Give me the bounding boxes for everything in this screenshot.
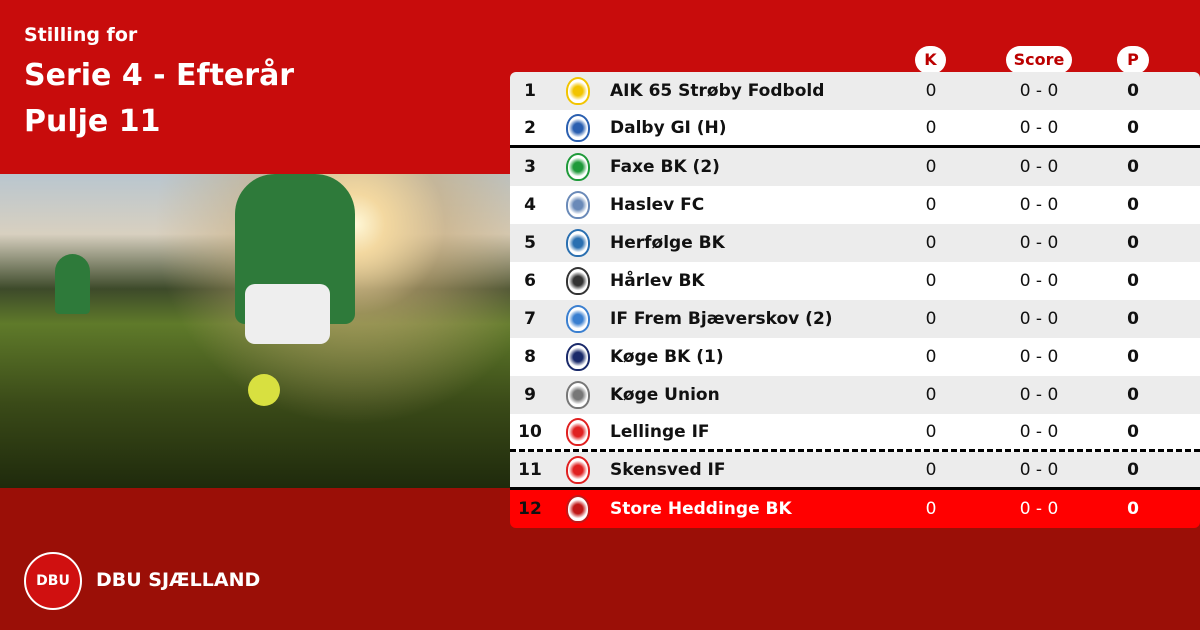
score: 0 - 0 <box>1019 459 1059 480</box>
points: 0 <box>1127 421 1139 442</box>
team-logo-icon <box>566 113 590 142</box>
team-name: AIK 65 Strøby Fodbold <box>610 81 825 101</box>
table-row[interactable]: 5 Herfølge BK 0 0 - 0 0 <box>510 224 1200 262</box>
table-row[interactable]: 7 IF Frem Bjæverskov (2) 0 0 - 0 0 <box>510 300 1200 338</box>
team-name: Dalby GI (H) <box>610 117 727 138</box>
table-row[interactable]: 2 Dalby GI (H) 0 0 - 0 0 <box>510 110 1200 148</box>
matches: 0 <box>925 81 937 101</box>
team-name: Faxe BK (2) <box>610 157 720 177</box>
column-header-k: K <box>915 46 946 74</box>
pool-title: Pulje 11 <box>24 104 161 139</box>
team-logo-icon <box>566 77 590 105</box>
team-name: Køge Union <box>610 385 720 405</box>
table-row[interactable]: 8 Køge BK (1) 0 0 - 0 0 <box>510 338 1200 376</box>
page-title: Serie 4 - Efterår <box>24 58 295 93</box>
table-row[interactable]: 9 Køge Union 0 0 - 0 0 <box>510 376 1200 414</box>
score: 0 - 0 <box>1019 271 1059 291</box>
team-logo-icon <box>566 455 590 484</box>
points: 0 <box>1127 309 1139 329</box>
score: 0 - 0 <box>1019 385 1059 405</box>
team-logo-icon <box>566 343 590 371</box>
team-name: Skensved IF <box>610 459 726 480</box>
team-name: Lellinge IF <box>610 421 710 442</box>
position: 2 <box>524 117 536 138</box>
points: 0 <box>1127 117 1139 138</box>
table-row[interactable]: 6 Hårlev BK 0 0 - 0 0 <box>510 262 1200 300</box>
football-photo <box>0 174 510 488</box>
points: 0 <box>1127 157 1139 177</box>
team-logo-icon <box>566 417 590 446</box>
team-name: IF Frem Bjæverskov (2) <box>610 309 833 329</box>
column-header-score: Score <box>1006 46 1072 74</box>
score: 0 - 0 <box>1019 117 1059 138</box>
table-row[interactable]: 4 Haslev FC 0 0 - 0 0 <box>510 186 1200 224</box>
team-logo-icon <box>566 495 590 523</box>
matches: 0 <box>925 309 937 329</box>
position: 3 <box>524 157 536 177</box>
position: 11 <box>518 459 542 480</box>
position: 12 <box>518 499 542 519</box>
team-name: Hårlev BK <box>610 271 705 291</box>
team-logo-icon <box>566 153 590 181</box>
matches: 0 <box>925 421 937 442</box>
position: 10 <box>518 421 542 442</box>
points: 0 <box>1127 233 1139 253</box>
matches: 0 <box>925 233 937 253</box>
position: 9 <box>524 385 536 405</box>
points: 0 <box>1127 385 1139 405</box>
table-row[interactable]: 1 AIK 65 Strøby Fodbold 0 0 - 0 0 <box>510 72 1200 110</box>
matches: 0 <box>925 499 937 519</box>
table-row[interactable]: 11 Skensved IF 0 0 - 0 0 <box>510 452 1200 490</box>
team-name: Store Heddinge BK <box>610 499 792 519</box>
matches: 0 <box>925 195 937 215</box>
table-row[interactable]: 10 Lellinge IF 0 0 - 0 0 <box>510 414 1200 452</box>
team-name: Herfølge BK <box>610 233 725 253</box>
column-header-p: P <box>1117 46 1149 74</box>
score: 0 - 0 <box>1019 499 1059 519</box>
standings-table: 1 AIK 65 Strøby Fodbold 0 0 - 0 0 2 Dalby GI (… <box>510 72 1200 528</box>
points: 0 <box>1127 347 1139 367</box>
score: 0 - 0 <box>1019 309 1059 329</box>
table-row[interactable]: 3 Faxe BK (2) 0 0 - 0 0 <box>510 148 1200 186</box>
position: 6 <box>524 271 536 291</box>
position: 8 <box>524 347 536 367</box>
subtitle: Stilling for <box>24 24 138 46</box>
team-logo-icon <box>566 305 590 333</box>
points: 0 <box>1127 195 1139 215</box>
table-row[interactable]: 12 Store Heddinge BK 0 0 - 0 0 <box>510 490 1200 528</box>
score: 0 - 0 <box>1019 157 1059 177</box>
team-logo-icon <box>566 267 590 295</box>
matches: 0 <box>925 347 937 367</box>
dbu-logo: DBU <box>24 552 82 610</box>
points: 0 <box>1127 499 1139 519</box>
points: 0 <box>1127 271 1139 291</box>
team-logo-icon <box>566 381 590 409</box>
position: 4 <box>524 195 536 215</box>
score: 0 - 0 <box>1019 233 1059 253</box>
team-name: Haslev FC <box>610 195 705 215</box>
team-logo-icon <box>566 191 590 219</box>
position: 5 <box>524 233 536 253</box>
matches: 0 <box>925 271 937 291</box>
score: 0 - 0 <box>1019 347 1059 367</box>
score: 0 - 0 <box>1019 421 1059 442</box>
score: 0 - 0 <box>1019 81 1059 101</box>
score: 0 - 0 <box>1019 195 1059 215</box>
matches: 0 <box>925 157 937 177</box>
matches: 0 <box>925 117 937 138</box>
team-name: Køge BK (1) <box>610 347 724 367</box>
points: 0 <box>1127 459 1139 480</box>
team-logo-icon <box>566 229 590 257</box>
matches: 0 <box>925 459 937 480</box>
position: 1 <box>524 81 536 101</box>
position: 7 <box>524 309 536 329</box>
points: 0 <box>1127 81 1139 101</box>
brand-name: DBU SJÆLLAND <box>96 569 261 591</box>
matches: 0 <box>925 385 937 405</box>
